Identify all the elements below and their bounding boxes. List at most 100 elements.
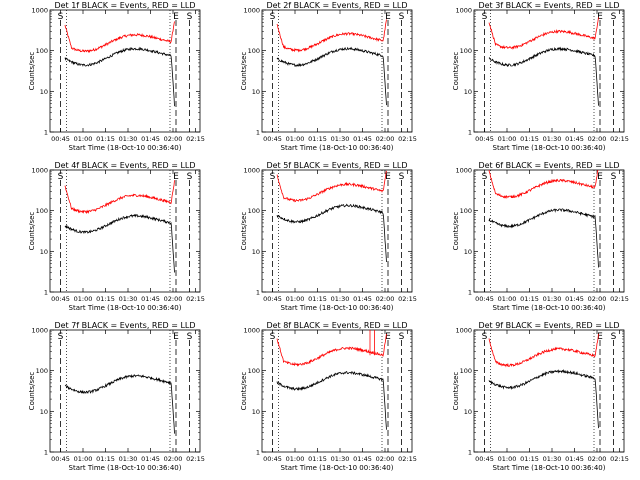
panel-title: Det 3f BLACK = Events, RED = LLD bbox=[478, 1, 619, 10]
marker-label-e: E bbox=[385, 12, 391, 22]
x-tick-label: 01:15 bbox=[308, 135, 327, 143]
y-tick-label: 1000 bbox=[243, 167, 260, 175]
y-tick-label: 1000 bbox=[31, 327, 48, 335]
x-tick-label: 01:15 bbox=[520, 135, 539, 143]
x-tick-label: 02:15 bbox=[398, 135, 417, 143]
x-tick-label: 00:45 bbox=[475, 295, 494, 303]
x-tick-label: 01:30 bbox=[119, 135, 138, 143]
y-tick-label: 1000 bbox=[243, 327, 260, 335]
x-axis-label: Start Time (18-Oct-10 00:36:40) bbox=[69, 304, 182, 312]
x-tick-label: 01:15 bbox=[308, 295, 327, 303]
series-lld bbox=[276, 170, 387, 203]
x-tick-label: 01:15 bbox=[308, 455, 327, 463]
marker-label-e: E bbox=[597, 12, 603, 22]
x-tick-label: 01:00 bbox=[498, 295, 517, 303]
x-tick-label: 01:00 bbox=[498, 455, 517, 463]
y-tick-label: 1000 bbox=[455, 167, 472, 175]
marker-label-s: S bbox=[399, 12, 405, 22]
panel-title: Det 2f BLACK = Events, RED = LLD bbox=[266, 1, 407, 10]
y-tick-label: 100 bbox=[460, 207, 472, 215]
y-tick-label: 100 bbox=[36, 207, 48, 215]
x-tick-label: 01:30 bbox=[543, 135, 562, 143]
x-axis-label: Start Time (18-Oct-10 00:36:40) bbox=[493, 464, 606, 472]
x-tick-label: 02:00 bbox=[164, 295, 183, 303]
marker-label-e: E bbox=[173, 12, 179, 22]
series-lld bbox=[276, 19, 387, 53]
y-tick-label: 1 bbox=[44, 289, 48, 297]
x-tick-label: 02:00 bbox=[376, 455, 395, 463]
x-tick-label: 01:30 bbox=[331, 295, 350, 303]
y-tick-label: 100 bbox=[460, 367, 472, 375]
marker-label-s: S bbox=[270, 172, 276, 182]
x-tick-label: 01:00 bbox=[74, 135, 93, 143]
y-tick-label: 1000 bbox=[31, 7, 48, 15]
x-tick-label: 02:15 bbox=[398, 455, 417, 463]
x-axis-label: Start Time (18-Oct-10 00:36:40) bbox=[281, 464, 394, 472]
x-tick-label: 02:15 bbox=[186, 455, 205, 463]
series-events bbox=[276, 203, 387, 263]
x-tick-label: 00:45 bbox=[475, 455, 494, 463]
series-lld bbox=[276, 333, 387, 367]
x-tick-label: 00:45 bbox=[51, 455, 70, 463]
y-tick-label: 10 bbox=[464, 408, 472, 416]
y-tick-label: 100 bbox=[460, 47, 472, 55]
y-tick-label: 10 bbox=[40, 408, 48, 416]
y-tick-label: 100 bbox=[248, 207, 260, 215]
y-tick-label: 1 bbox=[256, 129, 260, 137]
y-axis-label: Counts/sec bbox=[240, 212, 248, 251]
marker-label-e: E bbox=[173, 332, 179, 342]
series-events bbox=[276, 371, 387, 430]
y-tick-label: 1 bbox=[468, 449, 472, 457]
y-tick-label: 10 bbox=[40, 88, 48, 96]
y-axis-label: Counts/sec bbox=[240, 372, 248, 411]
panel-3: Det 3f BLACK = Events, RED = LLD 1 10 100 10… bbox=[452, 1, 629, 152]
marker-label-s: S bbox=[58, 172, 64, 182]
x-axis-label: Start Time (18-Oct-10 00:36:40) bbox=[493, 304, 606, 312]
panel-title: Det 6f BLACK = Events, RED = LLD bbox=[478, 161, 619, 170]
y-tick-label: 100 bbox=[36, 47, 48, 55]
y-tick-label: 1000 bbox=[31, 167, 48, 175]
x-tick-label: 02:00 bbox=[588, 135, 607, 143]
x-tick-label: 01:45 bbox=[353, 455, 372, 463]
marker-label-e: E bbox=[597, 332, 603, 342]
x-tick-label: 01:45 bbox=[141, 295, 160, 303]
series-lld bbox=[488, 333, 599, 368]
y-tick-label: 1000 bbox=[243, 7, 260, 15]
marker-label-e: E bbox=[385, 172, 391, 182]
x-tick-label: 02:15 bbox=[186, 135, 205, 143]
y-tick-label: 10 bbox=[40, 248, 48, 256]
plot-frame bbox=[261, 329, 413, 453]
x-tick-label: 01:45 bbox=[141, 135, 160, 143]
y-tick-label: 10 bbox=[252, 248, 260, 256]
y-tick-label: 1 bbox=[256, 449, 260, 457]
y-tick-label: 10 bbox=[252, 88, 260, 96]
y-tick-label: 1 bbox=[468, 129, 472, 137]
series-lld bbox=[64, 180, 175, 215]
x-tick-label: 01:00 bbox=[286, 135, 305, 143]
x-tick-label: 01:00 bbox=[286, 295, 305, 303]
x-tick-label: 01:00 bbox=[74, 295, 93, 303]
x-tick-label: 01:45 bbox=[353, 135, 372, 143]
series-events bbox=[64, 213, 175, 273]
series-events bbox=[276, 46, 387, 106]
x-tick-label: 01:00 bbox=[498, 135, 517, 143]
y-axis-label: Counts/sec bbox=[452, 372, 460, 411]
marker-label-s: S bbox=[187, 332, 193, 342]
x-axis-label: Start Time (18-Oct-10 00:36:40) bbox=[69, 144, 182, 152]
x-tick-label: 01:45 bbox=[565, 135, 584, 143]
y-tick-label: 100 bbox=[248, 367, 260, 375]
x-tick-label: 01:30 bbox=[119, 295, 138, 303]
marker-label-s: S bbox=[482, 172, 488, 182]
x-tick-label: 01:45 bbox=[353, 295, 372, 303]
panel-title: Det 8f BLACK = Events, RED = LLD bbox=[266, 321, 407, 330]
x-tick-label: 02:15 bbox=[398, 295, 417, 303]
panel-title: Det 1f BLACK = Events, RED = LLD bbox=[54, 1, 195, 10]
x-tick-label: 02:00 bbox=[164, 455, 183, 463]
marker-label-s: S bbox=[482, 12, 488, 22]
y-tick-label: 10 bbox=[252, 408, 260, 416]
x-tick-label: 01:30 bbox=[331, 455, 350, 463]
plot-frame bbox=[473, 9, 625, 133]
panel-title: Det 9f BLACK = Events, RED = LLD bbox=[478, 321, 619, 330]
panel-7: Det 7f BLACK = Events, RED = LLD 1 10 100 10… bbox=[28, 321, 205, 472]
